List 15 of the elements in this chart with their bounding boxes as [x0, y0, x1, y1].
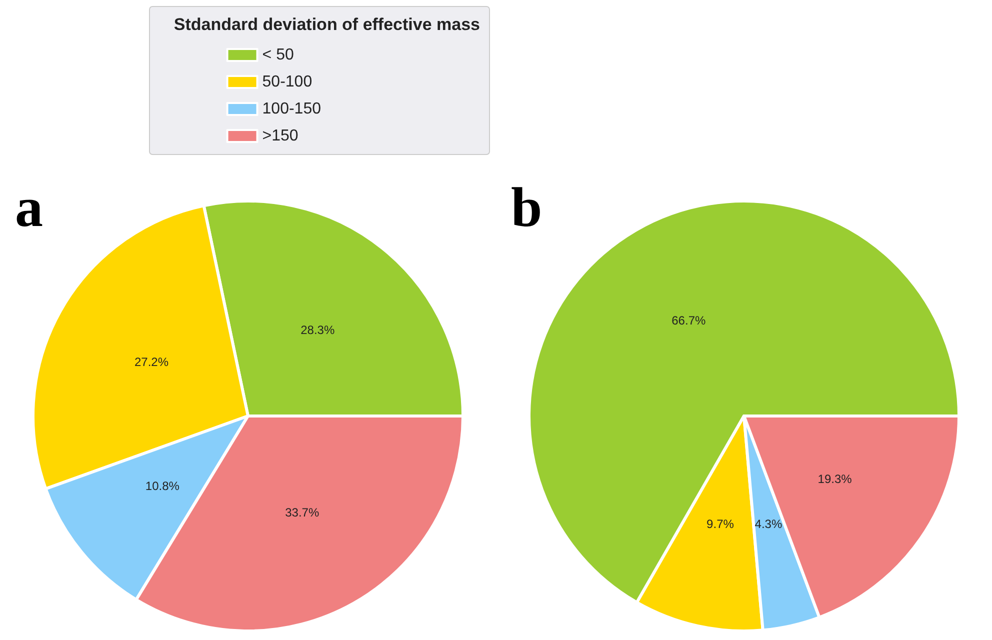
chart-title: b	[511, 177, 542, 239]
data-label: 4.3%	[754, 516, 782, 531]
data-label: 66.7%	[672, 313, 706, 328]
legend-label: 100-150	[262, 100, 322, 118]
data-label: 28.3%	[300, 323, 335, 338]
legend-label: >150	[262, 128, 298, 144]
legend-title: Stdandard deviation of effective mass	[174, 15, 480, 34]
data-label: 10.8%	[145, 478, 180, 493]
data-label: 19.3%	[818, 472, 852, 486]
data-label: 33.7%	[285, 505, 320, 520]
text: a	[15, 177, 43, 239]
data-label: 27.2%	[134, 355, 169, 370]
legend-label: < 50	[262, 46, 294, 64]
data-label: 9.7%	[706, 516, 734, 531]
legend-label: 50-100	[262, 74, 312, 90]
